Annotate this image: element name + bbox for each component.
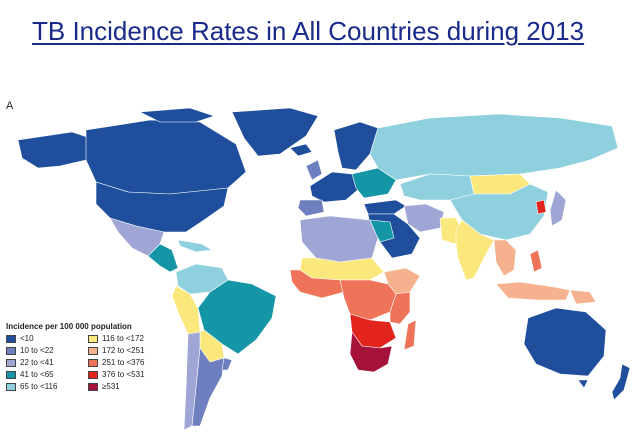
region-central-america xyxy=(147,243,179,273)
region-caribbean xyxy=(177,239,213,253)
region-australia xyxy=(523,307,607,377)
legend-label: 172 to <251 xyxy=(102,346,145,355)
legend-label: 376 to <531 xyxy=(102,370,145,379)
map-legend: Incidence per 100 000 population <10 116 … xyxy=(6,322,168,391)
region-korea xyxy=(535,199,547,215)
region-turkey xyxy=(363,199,407,215)
region-japan xyxy=(549,189,567,227)
legend-swatch xyxy=(6,346,16,355)
legend-label: 65 to <116 xyxy=(20,382,58,391)
world-map xyxy=(17,108,631,431)
legend-label: 22 to <41 xyxy=(20,358,54,367)
region-scandinavia xyxy=(333,121,379,171)
legend-swatch xyxy=(88,370,98,379)
legend-label: 41 to <65 xyxy=(20,370,54,379)
legend-item: 41 to <65 xyxy=(6,370,88,379)
region-iberia xyxy=(297,199,325,217)
region-central-africa xyxy=(339,279,397,321)
region-kazakhstan xyxy=(399,173,475,201)
region-alaska xyxy=(17,131,91,169)
legend-title: Incidence per 100 000 population xyxy=(6,322,132,331)
legend-swatch xyxy=(6,334,16,343)
legend-swatch xyxy=(6,358,16,367)
legend-swatch xyxy=(6,382,16,391)
legend-label: 10 to <22 xyxy=(20,346,54,355)
region-indonesia xyxy=(495,281,571,301)
legend-item: ≥531 xyxy=(88,382,168,391)
legend-item: 116 to <172 xyxy=(88,334,168,343)
legend-item: 251 to <376 xyxy=(88,358,168,367)
region-india xyxy=(455,219,495,281)
legend-swatch xyxy=(88,334,98,343)
region-southeast-asia xyxy=(493,239,517,277)
region-iran xyxy=(403,203,445,233)
legend-label: ≥531 xyxy=(102,382,120,391)
region-argentina xyxy=(191,347,225,427)
legend-item: <10 xyxy=(6,334,88,343)
region-arctic-islands xyxy=(139,108,215,123)
legend-label: <10 xyxy=(20,334,34,343)
region-southern-africa xyxy=(349,331,393,373)
region-western-europe xyxy=(309,171,361,203)
legend-label: 116 to <172 xyxy=(102,334,144,343)
region-usa xyxy=(95,181,229,233)
region-papua xyxy=(569,289,597,305)
region-tasmania xyxy=(577,379,589,389)
legend-item: 172 to <251 xyxy=(88,346,168,355)
map-title: TB Incidence Rates in All Countries duri… xyxy=(32,16,585,46)
region-new-zealand xyxy=(611,363,631,401)
region-greenland xyxy=(231,108,319,157)
region-madagascar xyxy=(403,319,417,351)
region-philippines xyxy=(529,249,543,273)
region-brazil xyxy=(197,279,277,355)
panel-label: A xyxy=(6,100,14,112)
legend-item: 10 to <22 xyxy=(6,346,88,355)
legend-swatch xyxy=(88,358,98,367)
legend-label: 251 to <376 xyxy=(102,358,145,367)
legend-swatch xyxy=(88,346,98,355)
legend-item: 65 to <116 xyxy=(6,382,88,391)
region-iceland xyxy=(289,143,313,157)
region-egypt xyxy=(369,219,395,243)
legend-swatch xyxy=(6,370,16,379)
legend-item: 376 to <531 xyxy=(88,370,168,379)
legend-item: 22 to <41 xyxy=(6,358,88,367)
region-uk xyxy=(305,159,323,181)
region-north-africa xyxy=(299,215,379,263)
region-canada xyxy=(85,119,247,195)
legend-swatch xyxy=(88,382,98,391)
region-russia xyxy=(369,113,619,181)
region-uruguay xyxy=(221,357,233,371)
legend-grid: <10 116 to <172 10 to <22 172 to <251 22 to … xyxy=(6,334,168,391)
